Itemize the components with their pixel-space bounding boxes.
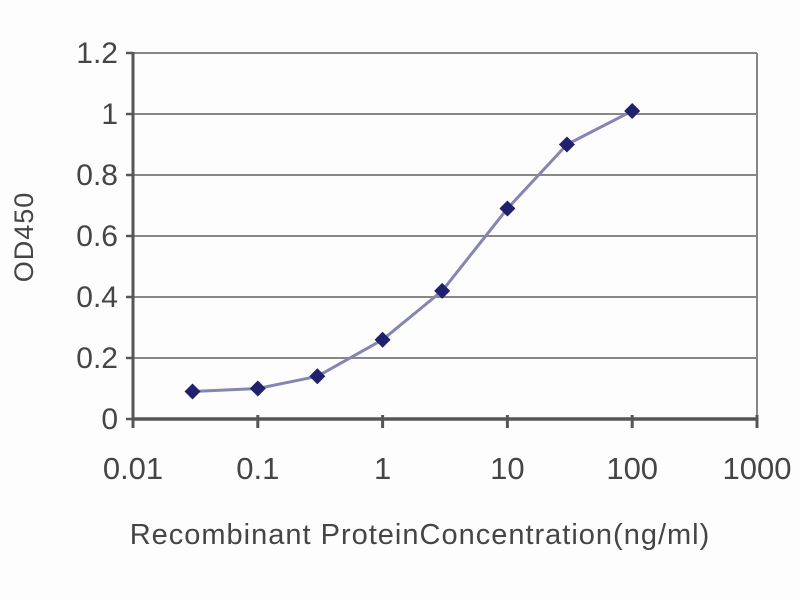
x-tick-label: 1000	[723, 451, 792, 486]
data-point-marker	[499, 200, 516, 217]
tick-marks	[126, 51, 759, 428]
data-point-marker	[434, 282, 451, 299]
y-tick-label: 0.2	[76, 342, 118, 375]
data-point-marker	[558, 136, 575, 153]
y-axis-title: OD450	[9, 192, 39, 283]
data-point-marker	[374, 331, 391, 348]
x-tick-label: 10	[490, 451, 524, 486]
y-tick-label: 1	[101, 98, 118, 131]
x-tick-label: 1	[374, 451, 391, 486]
y-tick-label: 0.4	[76, 281, 118, 314]
gridlines	[133, 52, 758, 419]
x-axis-title: Recombinant ProteinConcentration(ng/ml)	[130, 519, 711, 551]
data-series	[184, 102, 641, 400]
data-point-marker	[309, 368, 326, 385]
data-point-marker	[624, 102, 641, 119]
x-tick-label: 0.1	[236, 451, 279, 486]
tick-labels: 0 0.2 0.4 0.6 0.8 1 1.2 0.01 0.1 1 10 100 1000	[76, 37, 791, 486]
y-tick-label: 0.6	[76, 220, 118, 253]
x-tick-label: 100	[606, 451, 658, 486]
x-tick-label: 0.01	[103, 451, 163, 486]
data-point-marker	[249, 380, 266, 397]
y-tick-label: 1.2	[76, 37, 118, 70]
y-tick-label: 0.8	[76, 159, 118, 192]
series-line	[192, 109, 633, 394]
data-point-marker	[184, 383, 201, 400]
y-tick-label: 0	[101, 403, 118, 436]
